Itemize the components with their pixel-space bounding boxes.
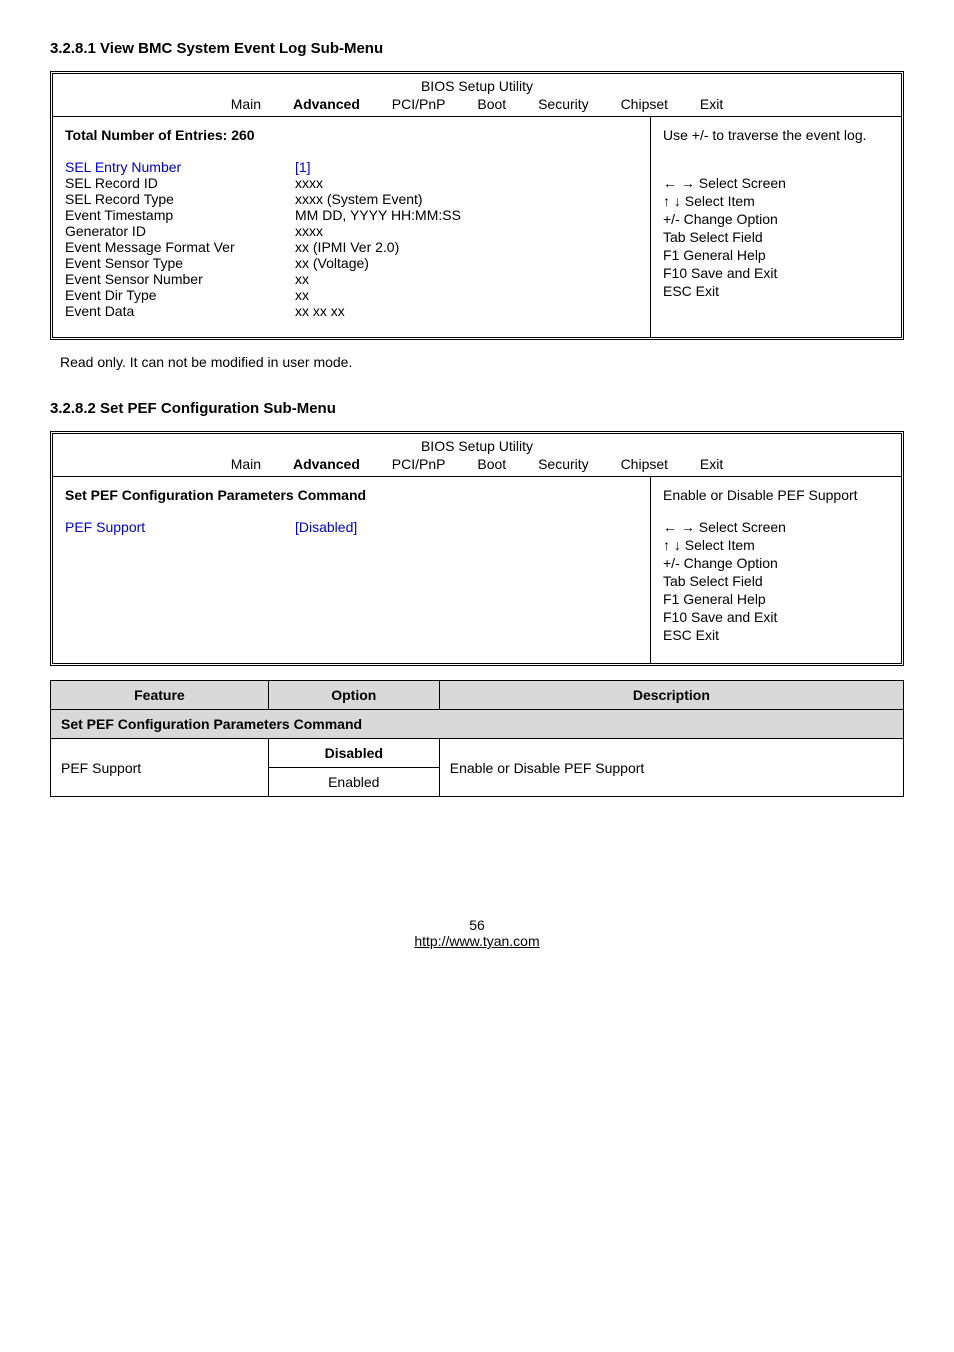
th-description: Description [439,681,903,710]
tab-exit[interactable]: Exit [700,456,723,472]
row-value: xx [295,271,638,287]
row-value: [Disabled] [295,519,638,535]
bios-box-2: BIOS Setup Utility Main Advanced PCI/PnP… [50,431,904,666]
row-label: Event Dir Type [65,287,295,303]
help-line: ← → Select Screen [663,519,889,535]
tab-exit[interactable]: Exit [700,96,723,112]
tab-pcipnp[interactable]: PCI/PnP [392,456,446,472]
tab-security[interactable]: Security [538,96,589,112]
tab-chipset[interactable]: Chipset [621,96,668,112]
row-value: xx (IPMI Ver 2.0) [295,239,638,255]
help-line: F10 Save and Exit [663,609,889,625]
row-value: xxxx (System Event) [295,191,638,207]
help-line: F10 Save and Exit [663,265,889,281]
help-line: ↑ ↓ Select Item [663,537,889,553]
bios-left-1: Total Number of Entries: 260 SEL Entry N… [53,117,651,337]
help-line: Tab Select Field [663,229,889,245]
row-value: xx [295,287,638,303]
td-option-enabled: Enabled [268,768,439,797]
tab-main[interactable]: Main [231,96,261,112]
help-line: ↑ ↓ Select Item [663,193,889,209]
tab-advanced[interactable]: Advanced [293,456,360,472]
td-feature: PEF Support [51,739,269,797]
option-table: Feature Option Description Set PEF Confi… [50,680,904,797]
right-top-2: Enable or Disable PEF Support [663,487,889,503]
section2-heading: 3.2.8.2 Set PEF Configuration Sub-Menu [50,400,904,417]
tab-security[interactable]: Security [538,456,589,472]
row-value: xxxx [295,223,638,239]
bios-title-1: BIOS Setup Utility [53,74,901,96]
section1-heading: 3.2.8.1 View BMC System Event Log Sub-Me… [50,40,904,57]
help-line: Tab Select Field [663,573,889,589]
help-line: F1 General Help [663,591,889,607]
help-line: ESC Exit [663,283,889,299]
page-number: 56 [50,917,904,933]
row-label: SEL Record Type [65,191,295,207]
help-line: F1 General Help [663,247,889,263]
tab-advanced[interactable]: Advanced [293,96,360,112]
bios-tabs-1: Main Advanced PCI/PnP Boot Security Chip… [53,96,901,116]
bios-box-1: BIOS Setup Utility Main Advanced PCI/PnP… [50,71,904,340]
row-label: Event Sensor Type [65,255,295,271]
row-label: Event Sensor Number [65,271,295,287]
note-1: Read only. It can not be modified in use… [60,354,904,370]
bios-tabs-2: Main Advanced PCI/PnP Boot Security Chip… [53,456,901,476]
help-line: +/- Change Option [663,211,889,227]
bios-right-1: Use +/- to traverse the event log. ← → S… [651,117,901,337]
row-value: xx (Voltage) [295,255,638,271]
th-feature: Feature [51,681,269,710]
row-label: SEL Record ID [65,175,295,191]
help-line: ← → Select Screen [663,175,889,191]
help-line: +/- Change Option [663,555,889,571]
right-top-1: Use +/- to traverse the event log. [663,127,889,143]
footer-url[interactable]: http://www.tyan.com [414,933,539,949]
row-label: Generator ID [65,223,295,239]
footer: 56 http://www.tyan.com [50,917,904,949]
row-label: Event Timestamp [65,207,295,223]
row-label: SEL Entry Number [65,159,295,175]
left-title-1: Total Number of Entries: 260 [65,127,638,143]
tab-chipset[interactable]: Chipset [621,456,668,472]
row-value: MM DD, YYYY HH:MM:SS [295,207,638,223]
th-option: Option [268,681,439,710]
bios-left-2: Set PEF Configuration Parameters Command… [53,477,651,663]
left-title-2: Set PEF Configuration Parameters Command [65,487,638,503]
tab-pcipnp[interactable]: PCI/PnP [392,96,446,112]
row-label: Event Message Format Ver [65,239,295,255]
row-value: xx xx xx [295,303,638,319]
help-line: ESC Exit [663,627,889,643]
table-section-header: Set PEF Configuration Parameters Command [51,710,904,739]
tab-boot[interactable]: Boot [477,96,506,112]
bios-right-2: Enable or Disable PEF Support ← → Select… [651,477,901,663]
td-option-disabled: Disabled [268,739,439,768]
row-value: xxxx [295,175,638,191]
row-value: [1] [295,159,638,175]
td-description: Enable or Disable PEF Support [439,739,903,797]
row-label: Event Data [65,303,295,319]
row-label: PEF Support [65,519,295,535]
tab-main[interactable]: Main [231,456,261,472]
tab-boot[interactable]: Boot [477,456,506,472]
bios-title-2: BIOS Setup Utility [53,434,901,456]
